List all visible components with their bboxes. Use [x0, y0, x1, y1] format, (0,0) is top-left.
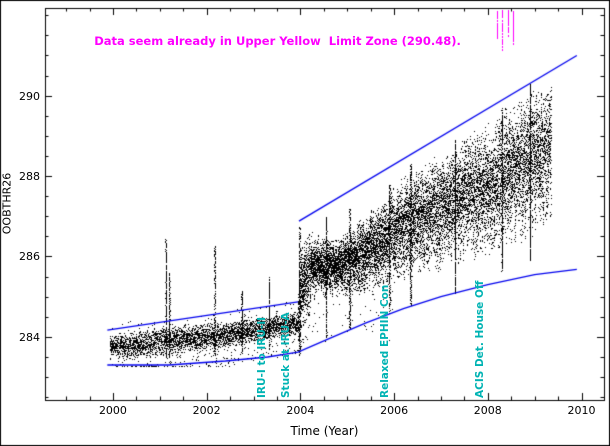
x-tick-label: 2006 — [380, 404, 409, 417]
x-tick-label: 2010 — [567, 404, 596, 417]
y-tick-label: 290 — [19, 89, 40, 103]
y-tick-label: 286 — [19, 250, 40, 264]
x-tick-label: 2000 — [98, 404, 127, 417]
event-label-stuck-iru: Stuck at IRU-A — [279, 312, 292, 398]
y-tick-label: 284 — [19, 330, 40, 344]
limit-annotation: Data seem already in Upper Yellow Limit … — [94, 34, 461, 49]
x-tick-label: 2002 — [192, 404, 221, 417]
x-axis-title: Time (Year) — [290, 424, 359, 438]
y-tick-label: 288 — [19, 170, 40, 184]
x-tick-label: 2004 — [286, 404, 315, 417]
x-tick-label: 2008 — [473, 404, 502, 417]
event-label-acis-housing: ACIS Det. House Off — [473, 280, 486, 398]
event-label-ephin-constraint: Relaxed EPHIN Con — [378, 284, 391, 398]
event-label-iru-swap: IRU-I to IRU-II — [256, 316, 268, 398]
